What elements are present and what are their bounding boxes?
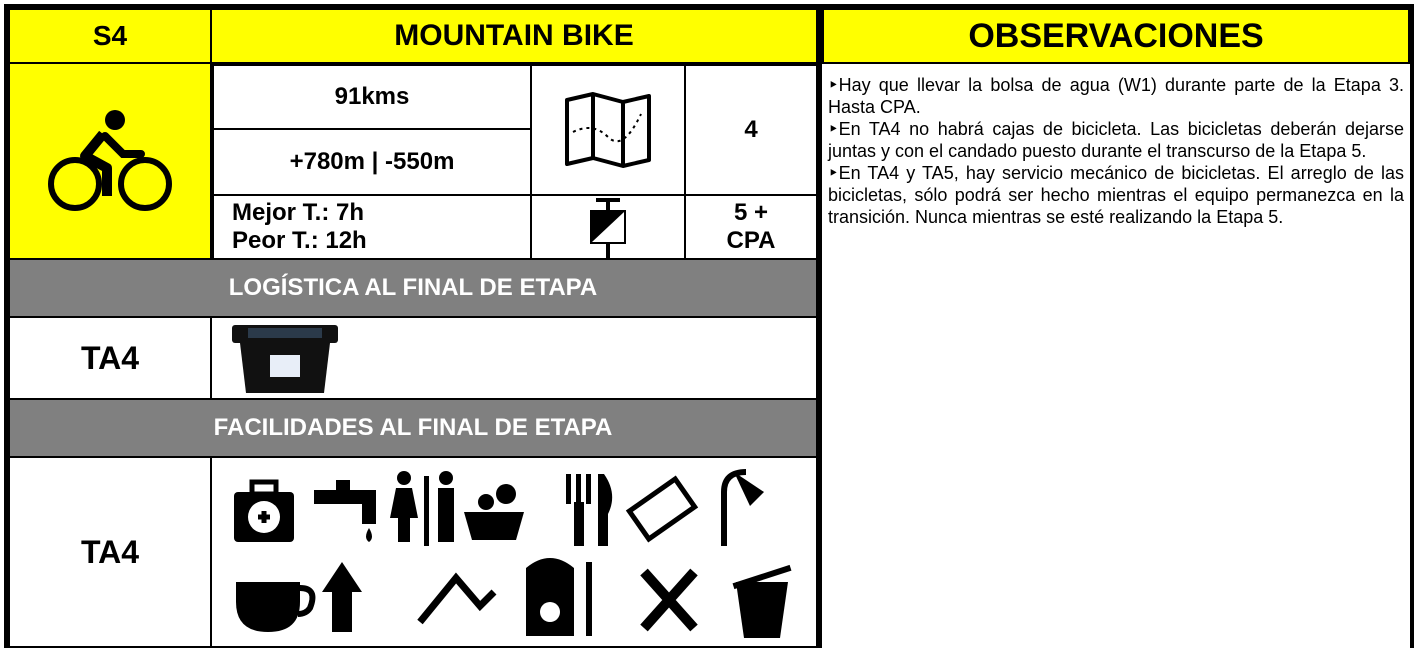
logistics-icons bbox=[210, 316, 818, 400]
bike-icon bbox=[48, 110, 172, 211]
time-cell: Mejor T.: 7h Peor T.: 12h bbox=[212, 194, 532, 260]
observation: ‣Hay que llevar la bolsa de agua (W1) du… bbox=[828, 75, 1404, 117]
maps-count: 4 bbox=[684, 64, 818, 196]
map-icon bbox=[565, 92, 651, 168]
observation: ‣En TA4 y TA5, hay servicio mecánico de … bbox=[828, 163, 1404, 227]
discipline-cell: MOUNTAIN BIKE bbox=[210, 8, 818, 64]
logistics-title: LOGÍSTICA AL FINAL DE ETAPA bbox=[8, 258, 818, 318]
elevation-cell: +780m | -550m bbox=[212, 128, 532, 196]
stage-cell: S4 bbox=[8, 8, 212, 64]
distance-cell: 91kms bbox=[212, 64, 532, 130]
worst-time: Peor T.: 12h bbox=[232, 227, 367, 254]
box-icon bbox=[232, 325, 338, 393]
facility-icon-grid bbox=[234, 469, 792, 638]
facilities-icons bbox=[210, 456, 818, 648]
best-time: Mejor T.: 7h bbox=[232, 199, 365, 226]
checkpoints-count: 5 + CPA bbox=[684, 194, 818, 260]
facilities-title: FACILIDADES AL FINAL DE ETAPA bbox=[8, 398, 818, 458]
observation: ‣En TA4 no habrá cajas de bicicleta. Las… bbox=[828, 119, 1404, 161]
checkpoint-icon-cell bbox=[530, 194, 686, 260]
observations: ‣Hay que llevar la bolsa de agua (W1) du… bbox=[828, 74, 1404, 228]
observations-title: OBSERVACIONES bbox=[822, 8, 1410, 64]
bike-cell bbox=[8, 62, 212, 260]
facilities-location: TA4 bbox=[8, 456, 212, 648]
map-icon-cell bbox=[530, 64, 686, 196]
logistics-location: TA4 bbox=[8, 316, 212, 400]
right-frame bbox=[818, 4, 1414, 648]
checkpoint-icon bbox=[590, 198, 626, 258]
